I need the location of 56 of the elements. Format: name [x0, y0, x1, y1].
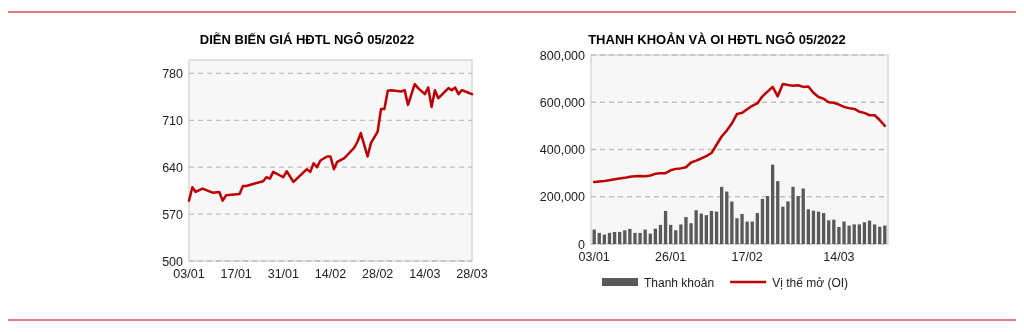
bar: [694, 210, 698, 244]
bar: [704, 215, 709, 244]
bar: [827, 220, 831, 244]
y-tick-label: 780: [162, 66, 184, 81]
bar: [770, 164, 775, 244]
bar: [806, 209, 810, 244]
x-tick-label: 03/01: [578, 250, 610, 264]
x-tick-label: 31/01: [267, 267, 300, 281]
x-tick-label: 28/03: [456, 267, 488, 281]
y-tick-label: 710: [162, 113, 184, 128]
legend-label: Thanh khoản: [644, 275, 715, 290]
chart-title: THANH KHOẢN VÀ OI HĐTL NGÔ 05/2022: [588, 32, 846, 47]
y-tick-label: 570: [162, 207, 184, 222]
bar: [811, 210, 816, 244]
y-tick-label: 400,000: [539, 143, 586, 157]
bar: [781, 206, 785, 244]
bar: [776, 181, 780, 244]
x-tick-label: 26/01: [655, 250, 687, 264]
x-tick-label: 17/01: [220, 267, 252, 281]
bar: [618, 231, 622, 244]
bar: [760, 198, 765, 244]
bar: [663, 210, 668, 244]
bar: [857, 224, 861, 244]
bar: [821, 213, 826, 244]
x-tick-label: 14/02: [314, 267, 347, 281]
bar: [674, 230, 678, 244]
line-series: [592, 82, 887, 184]
x-tick-label: 03/01: [173, 267, 205, 281]
bar: [714, 211, 719, 244]
bar: [709, 210, 714, 244]
y-tick-label: 800,000: [539, 48, 586, 63]
y-tick-label: 600,000: [539, 95, 586, 110]
bar: [765, 196, 770, 244]
x-tick-label: 28/02: [362, 267, 394, 281]
bar: [755, 213, 759, 244]
y-tick-label: 0: [578, 237, 586, 252]
bar: [669, 224, 673, 244]
bar: [612, 231, 617, 244]
bar: [720, 186, 724, 244]
x-tick-label: 17/02: [731, 250, 763, 264]
bar: [623, 230, 627, 244]
y-tick-label: 640: [162, 160, 184, 175]
line-series: [187, 82, 474, 202]
legend-label: Vị thế mở (OI): [772, 275, 849, 290]
bar: [872, 224, 877, 244]
bar: [658, 224, 663, 244]
bar: [801, 188, 805, 244]
x-tick-label: 14/03: [823, 250, 855, 264]
y-tick-label: 200,000: [539, 190, 586, 205]
y-tick-label: 500: [162, 254, 184, 269]
bar: [862, 222, 867, 244]
chart-title: DIỄN BIẾN GIÁ HĐTL NGÔ 05/2022: [199, 32, 415, 47]
bar: [725, 191, 729, 244]
x-tick-label: 14/03: [409, 267, 441, 281]
bar: [816, 211, 821, 244]
bar: [852, 224, 856, 244]
